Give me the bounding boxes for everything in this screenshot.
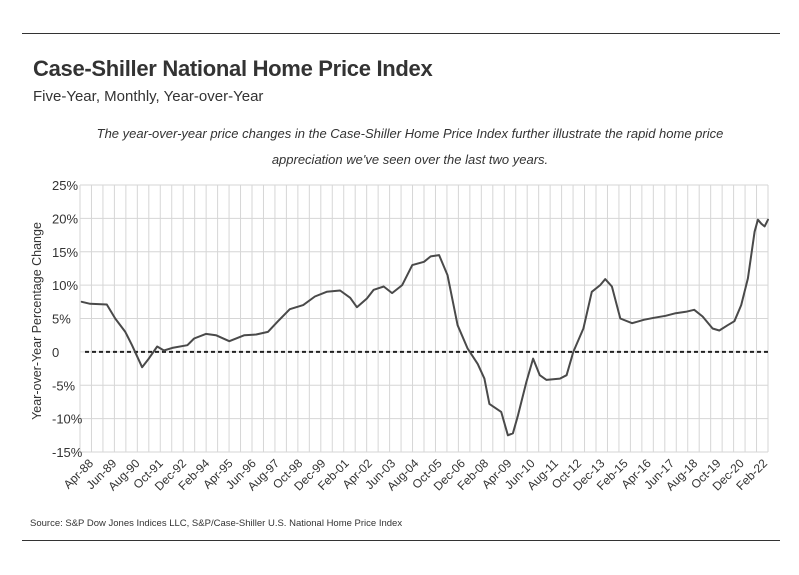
y-tick-label: 20% bbox=[52, 211, 78, 226]
series-group bbox=[80, 218, 769, 437]
y-tick-label: 25% bbox=[52, 178, 78, 193]
y-axis-ticks: 25% 20% 15% 10% 5% 0 -5% -10% -15% bbox=[52, 178, 83, 460]
bottom-rule bbox=[22, 540, 780, 541]
y-tick-label: -5% bbox=[52, 378, 76, 393]
series-line bbox=[80, 218, 769, 437]
chart-subtitle: Five-Year, Monthly, Year-over-Year bbox=[33, 88, 264, 105]
y-tick-label: 10% bbox=[52, 278, 78, 293]
y-tick-label: -10% bbox=[52, 412, 83, 427]
chart-grid bbox=[79, 184, 769, 453]
x-axis-ticks: Apr-88Jun-89Aug-90Oct-91Dec-92Feb-94Apr-… bbox=[61, 456, 771, 493]
y-tick-label: 5% bbox=[52, 312, 71, 327]
chart-title: Case-Shiller National Home Price Index bbox=[33, 56, 433, 81]
y-tick-label: 15% bbox=[52, 245, 78, 260]
chart-caption: The year-over-year price changes in the … bbox=[96, 126, 724, 167]
top-rule bbox=[22, 33, 780, 34]
source-note: Source: S&P Dow Jones Indices LLC, S&P/C… bbox=[30, 518, 403, 529]
y-tick-label: -15% bbox=[52, 445, 83, 460]
y-tick-label: 0 bbox=[52, 345, 59, 360]
y-axis-label: Year-over-Year Percentage Change bbox=[30, 222, 44, 420]
